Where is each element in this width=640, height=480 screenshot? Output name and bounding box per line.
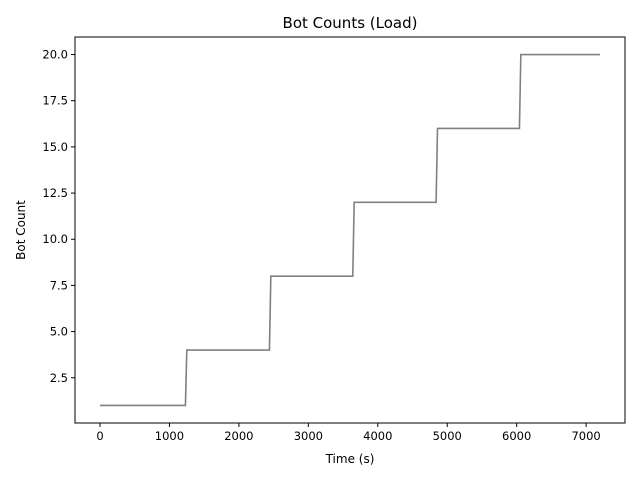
x-tick-label: 1000 [155,429,184,443]
x-tick-label: 5000 [433,429,462,443]
series-line [100,53,600,407]
y-tick-label: 20.0 [42,48,68,62]
x-axis-ticks: 0 1000 2000 3000 4000 5000 6000 7000 [96,423,601,443]
y-tick-label: 7.5 [50,278,68,292]
y-tick-label: 12.5 [42,186,68,200]
y-axis-ticks: 2.5 5.0 7.5 10.0 12.5 15.0 17.5 20.0 [42,48,75,385]
x-tick-label: 2000 [224,429,253,443]
y-tick-label: 10.0 [42,232,68,246]
chart-title: Bot Counts (Load) [283,14,418,32]
plot-frame [74,36,626,424]
y-tick-label: 15.0 [42,140,68,154]
y-tick-label: 2.5 [50,371,68,385]
x-tick-label: 3000 [294,429,323,443]
y-tick-label: 17.5 [42,94,68,108]
x-tick-label: 4000 [363,429,392,443]
x-tick-label: 7000 [571,429,600,443]
series-layer [100,53,600,407]
y-tick-label: 5.0 [50,325,68,339]
x-tick-label: 6000 [502,429,531,443]
x-axis-label: Time (s) [325,452,375,466]
y-axis-label: Bot Count [14,200,28,260]
x-tick-label: 0 [96,429,103,443]
